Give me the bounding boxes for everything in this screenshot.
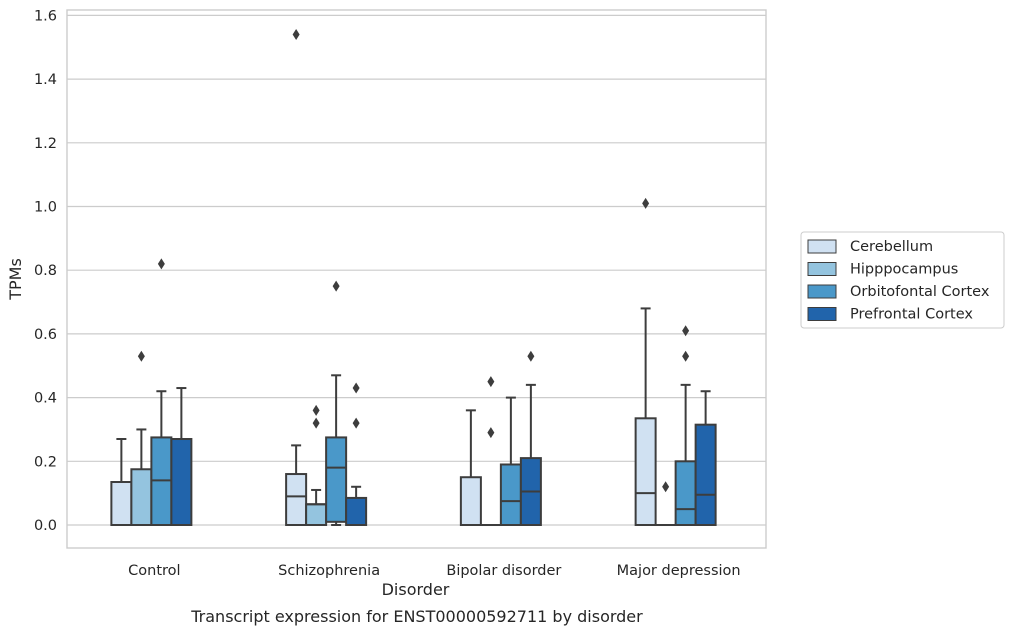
y-tick-label: 1.2 — [34, 136, 57, 152]
legend-frame — [800, 231, 1005, 329]
y-tick-label: 0.6 — [34, 327, 57, 343]
x-tick-label: Control — [128, 563, 180, 579]
box-2-1 — [479, 376, 502, 527]
outlier-point — [487, 376, 495, 388]
box-body — [459, 476, 482, 527]
legend-label: Hipppocampus — [850, 262, 958, 278]
box-3-3 — [694, 390, 717, 526]
outlier-point — [352, 417, 360, 429]
box-body — [499, 463, 522, 526]
outlier-point — [642, 197, 650, 209]
outlier-point — [332, 280, 340, 292]
legend-swatch — [807, 284, 837, 299]
box-1-2 — [325, 280, 348, 526]
outlier-point — [312, 417, 320, 429]
x-tick-label: Bipolar disorder — [446, 563, 561, 579]
box-0-2 — [150, 258, 173, 527]
box-body — [170, 438, 193, 527]
outlier-point — [662, 481, 670, 493]
outlier-point — [157, 258, 165, 270]
box-1-0 — [285, 29, 308, 527]
box-body — [325, 436, 348, 523]
legend-label: Cerebellum — [850, 239, 933, 255]
y-tick-label: 1.0 — [34, 200, 57, 216]
chart-caption: Transcript expression for ENST0000059271… — [190, 607, 643, 626]
y-axis-ticks: 0.0 0.2 0.4 0.6 0.8 1.0 1.2 1.4 1.6 — [34, 8, 57, 534]
box-body — [130, 468, 153, 527]
y-tick-label: 0.4 — [34, 391, 57, 407]
outlier-point — [682, 325, 690, 337]
box-2-3 — [519, 350, 542, 526]
box-0-3 — [170, 387, 193, 527]
legend-swatch — [807, 239, 837, 254]
box-body — [285, 473, 308, 527]
legend-label: Prefrontal Cortex — [850, 307, 973, 323]
outlier-point — [527, 350, 535, 362]
y-axis-label: TPMs — [6, 258, 25, 301]
outlier-point — [487, 427, 495, 439]
outlier-point — [682, 350, 690, 362]
outlier-point — [312, 404, 320, 416]
x-tick-label: Major depression — [617, 563, 741, 579]
y-tick-label: 0.8 — [34, 263, 57, 279]
box-1-3 — [345, 382, 368, 526]
y-tick-label: 1.4 — [34, 72, 57, 88]
box-plot-area — [110, 29, 717, 527]
outlier-point — [352, 382, 360, 394]
box-3-1 — [654, 481, 677, 527]
box-body — [305, 503, 328, 526]
box-0-1 — [130, 350, 153, 527]
legend: Cerebellum Hipppocampus Orbitofontal Corte… — [800, 231, 1005, 329]
outlier-point — [137, 350, 145, 362]
box-body — [345, 496, 368, 526]
y-tick-label: 1.6 — [34, 8, 57, 24]
box-1-1 — [305, 404, 328, 526]
box-3-0 — [634, 197, 657, 526]
y-tick-label: 0.0 — [34, 518, 57, 534]
plot-frame — [66, 9, 767, 549]
x-axis-ticks: Control Schizophrenia Bipolar disorder Majo… — [128, 563, 740, 579]
box-body — [674, 460, 697, 526]
box-0-0 — [110, 438, 133, 527]
y-tick-label: 0.2 — [34, 454, 57, 470]
box-2-0 — [459, 409, 482, 527]
outlier-point — [292, 29, 300, 41]
legend-swatch — [807, 262, 837, 276]
x-axis-label: Disorder — [382, 580, 450, 599]
box-body — [634, 417, 657, 526]
box-3-2 — [674, 325, 697, 526]
x-tick-label: Schizophrenia — [278, 563, 380, 579]
legend-label: Orbitofontal Cortex — [850, 284, 990, 300]
box-body — [110, 481, 133, 527]
box-body — [694, 423, 717, 526]
legend-swatch — [807, 307, 837, 321]
